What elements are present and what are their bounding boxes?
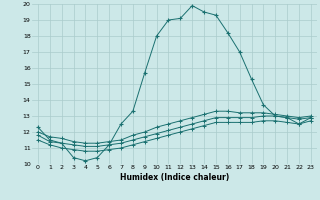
X-axis label: Humidex (Indice chaleur): Humidex (Indice chaleur) <box>120 173 229 182</box>
